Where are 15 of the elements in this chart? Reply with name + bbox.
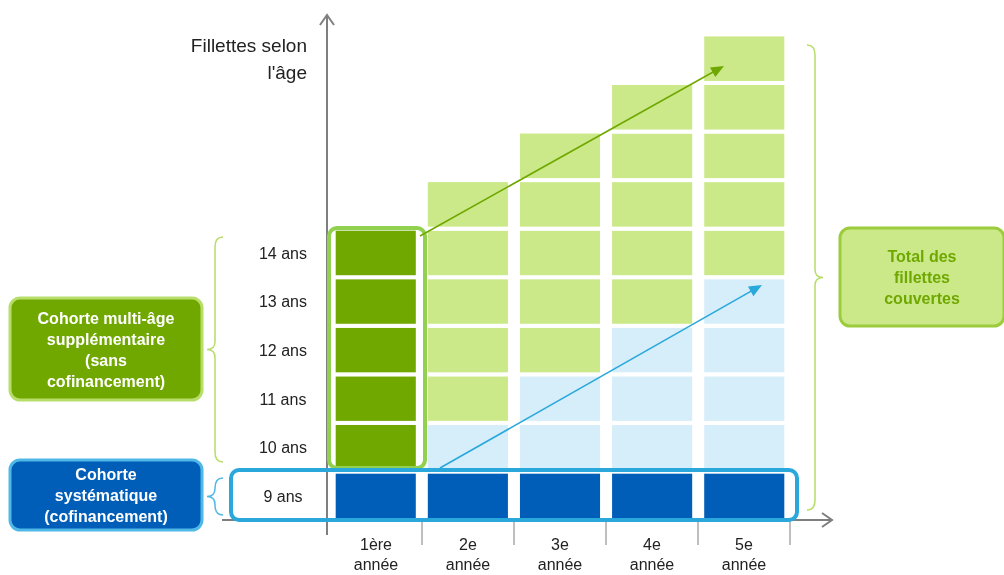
series-label: 14 ans	[258, 244, 308, 262]
series-label: 9 ans	[263, 487, 303, 505]
x-tick-label: 3e année	[537, 536, 583, 573]
y-axis-title: Fillettes selon l'âge	[190, 35, 307, 83]
text: Cohorte multi-âge supplémentaire (sans cofinancement)	[37, 309, 175, 390]
series-label: 12 ans	[258, 342, 308, 360]
x-tick-label: 4e année	[629, 536, 675, 573]
x-tick-label: 5e année	[721, 536, 767, 573]
text: Total des fillettes couvertes	[884, 248, 960, 307]
series-label: 10 ans	[258, 439, 308, 457]
x-tick-label: 2e année	[445, 536, 491, 573]
text: Cohorte systématique (cofinancement)	[44, 466, 168, 525]
x-tick-label: 1ère année	[353, 536, 399, 573]
series-label: 11 ans	[259, 390, 307, 408]
series-label: 13 ans	[258, 293, 308, 311]
